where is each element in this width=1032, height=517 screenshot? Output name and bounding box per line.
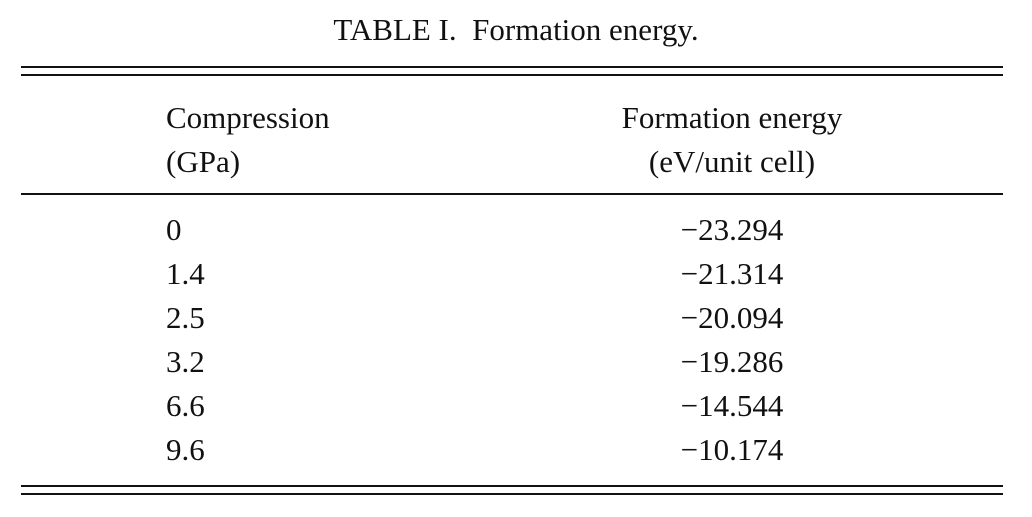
column-header-compression: Compression (GPa) <box>166 96 330 184</box>
compression-cell: 0 <box>166 212 182 247</box>
formation-energy-cell: −20.094 <box>680 300 784 335</box>
top-rule-upper <box>21 66 1003 68</box>
bottom-rule-upper <box>21 485 1003 487</box>
table-row: 6.6 −14.544 <box>0 384 1032 428</box>
compression-cell: 2.5 <box>166 300 205 335</box>
table-row: 1.4 −21.314 <box>0 252 1032 296</box>
formation-energy-cell: −23.294 <box>680 212 784 247</box>
formation-energy-cell: −19.286 <box>680 344 784 379</box>
header-rule <box>21 193 1003 195</box>
table-row: 3.2 −19.286 <box>0 340 1032 384</box>
column-header-compression-unit: (GPa) <box>166 144 241 179</box>
bottom-rule-lower <box>21 493 1003 495</box>
table-row: 0 −23.294 <box>0 208 1032 252</box>
table-caption: TABLE I. Formation energy. <box>333 12 699 47</box>
formation-energy-cell: −21.314 <box>680 256 784 291</box>
formation-energy-cell: −14.544 <box>680 388 784 423</box>
compression-cell: 9.6 <box>166 432 205 467</box>
column-header-formation-energy: Formation energy (eV/unit cell) <box>582 96 882 184</box>
table-row: 2.5 −20.094 <box>0 296 1032 340</box>
top-rule-lower <box>21 74 1003 76</box>
compression-cell: 1.4 <box>166 256 205 291</box>
formation-energy-cell: −10.174 <box>680 432 784 467</box>
table-body: 0 −23.294 1.4 −21.314 2.5 −20.094 3.2 −1… <box>0 208 1032 472</box>
column-header-compression-title: Compression <box>166 100 330 135</box>
table-row: 9.6 −10.174 <box>0 428 1032 472</box>
compression-cell: 3.2 <box>166 344 205 379</box>
column-header-formation-energy-unit: (eV/unit cell) <box>648 144 816 179</box>
compression-cell: 6.6 <box>166 388 205 423</box>
column-header-formation-energy-title: Formation energy <box>621 100 843 135</box>
